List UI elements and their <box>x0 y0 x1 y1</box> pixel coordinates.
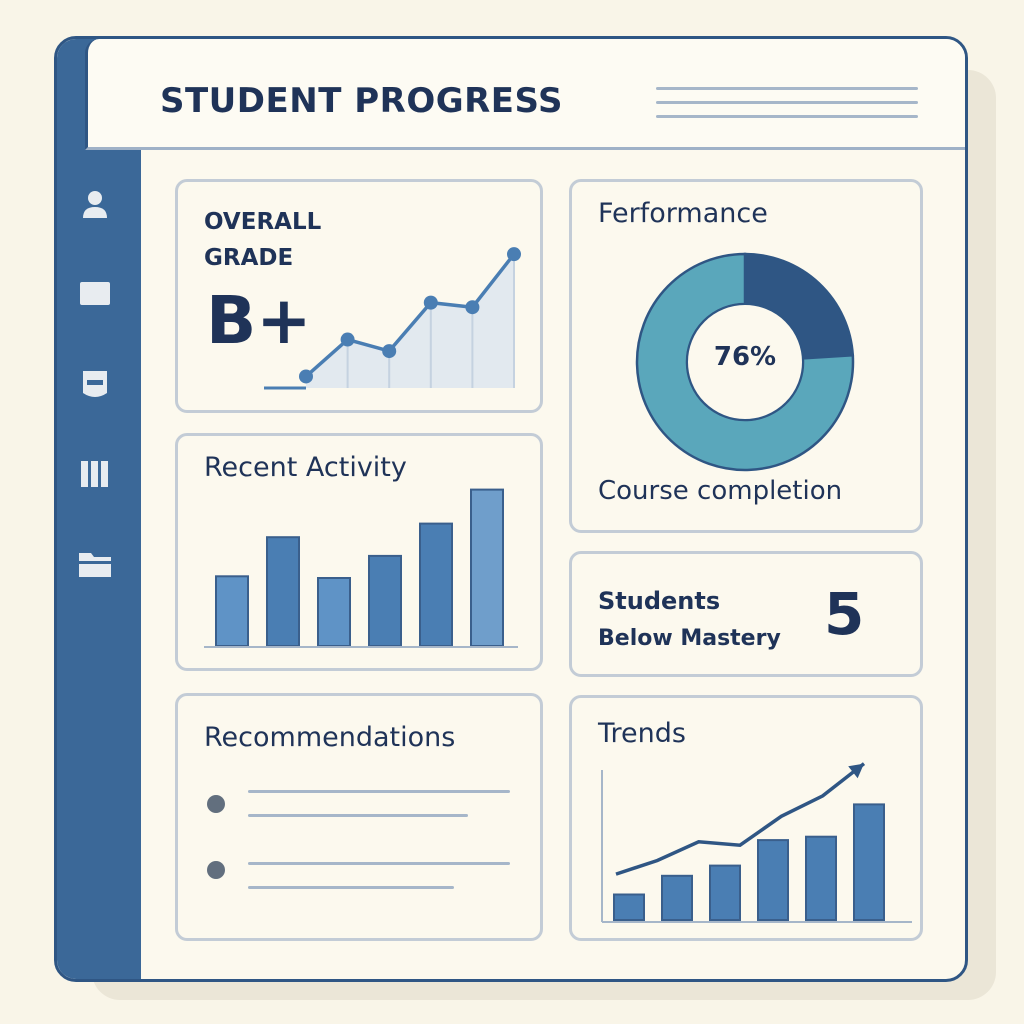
grade-area <box>306 254 514 388</box>
trends-bar <box>709 864 741 922</box>
performance-caption: Course completion <box>598 476 843 506</box>
recent-activity-card[interactable]: Recent Activity <box>175 433 543 671</box>
grade-point <box>382 344 397 359</box>
recommendations-card[interactable]: Recommendations <box>175 693 543 941</box>
bullet-icon <box>207 795 225 813</box>
header-line <box>656 115 918 118</box>
recommendation-list <box>207 790 510 889</box>
overall-grade-title: OVERALL GRADE <box>204 204 321 276</box>
user-icon <box>83 191 107 218</box>
students-below-count: 5 <box>824 580 865 648</box>
performance-card[interactable]: Ferformance 76% Course completion <box>569 179 923 533</box>
sidebar-item-library[interactable] <box>75 457 115 491</box>
activity-bar <box>317 577 351 647</box>
sidebar <box>57 39 141 979</box>
bullet-icon <box>207 861 225 879</box>
dashboard-window: STUDENT PROGRESS OVERALL GRADE B+ Ferfor… <box>54 36 968 982</box>
text-line <box>248 886 454 889</box>
grade-point <box>423 295 438 310</box>
overall-grade-title-line2: GRADE <box>204 245 294 271</box>
sidebar-item-display[interactable] <box>75 277 115 311</box>
overall-grade-card[interactable]: OVERALL GRADE B+ <box>175 179 543 413</box>
list-item <box>207 861 510 889</box>
trends-bar <box>661 874 693 922</box>
activity-bar <box>368 554 402 647</box>
trends-bar <box>805 835 837 921</box>
text-line <box>248 790 510 793</box>
activity-bar <box>419 522 453 647</box>
trends-chart <box>601 762 912 923</box>
overall-grade-chart <box>264 247 521 390</box>
monitor-icon <box>80 282 110 305</box>
trends-card[interactable]: Trends <box>569 695 923 941</box>
trends-title: Trends <box>598 718 686 749</box>
activity-bar <box>215 575 249 647</box>
trends-bar <box>613 893 645 921</box>
overall-grade-title-line1: OVERALL <box>204 209 322 235</box>
trends-bar <box>757 839 789 922</box>
trends-bar <box>853 803 885 921</box>
grade-point <box>465 300 480 315</box>
sidebar-item-files[interactable] <box>75 547 115 581</box>
header: STUDENT PROGRESS <box>85 39 965 150</box>
donut-hole <box>686 303 804 421</box>
sidebar-item-badge[interactable] <box>75 367 115 401</box>
header-line <box>656 87 918 90</box>
recent-activity-chart <box>204 488 518 648</box>
students-below-mastery-card[interactable]: Students Below Mastery 5 <box>569 551 923 677</box>
grade-point <box>299 369 313 384</box>
list-item <box>207 790 510 817</box>
sidebar-item-profile[interactable] <box>75 187 115 221</box>
recent-activity-title: Recent Activity <box>204 452 407 483</box>
students-below-title: Students Below Mastery <box>598 582 781 658</box>
grade-point <box>340 332 355 347</box>
trends-line <box>615 762 866 876</box>
grade-point <box>507 247 521 262</box>
trends-arrow-icon <box>848 763 864 779</box>
page-title: STUDENT PROGRESS <box>160 81 563 121</box>
performance-title: Ferformance <box>598 198 768 229</box>
activity-bar <box>266 536 300 647</box>
folder-icon <box>79 553 111 577</box>
overall-grade-value: B+ <box>206 282 312 359</box>
course-completion-donut <box>635 252 855 472</box>
recommendations-title: Recommendations <box>204 722 456 753</box>
book-icon <box>81 461 108 487</box>
students-below-title-line2: Below Mastery <box>598 626 781 651</box>
header-line <box>656 101 918 104</box>
students-below-title-line1: Students <box>598 587 721 615</box>
completion-percent-label: 76% <box>713 342 777 372</box>
text-line <box>248 862 510 865</box>
text-line <box>248 814 468 817</box>
grade-series-line <box>304 253 516 378</box>
activity-bar <box>470 488 504 647</box>
badge-icon <box>83 371 107 397</box>
